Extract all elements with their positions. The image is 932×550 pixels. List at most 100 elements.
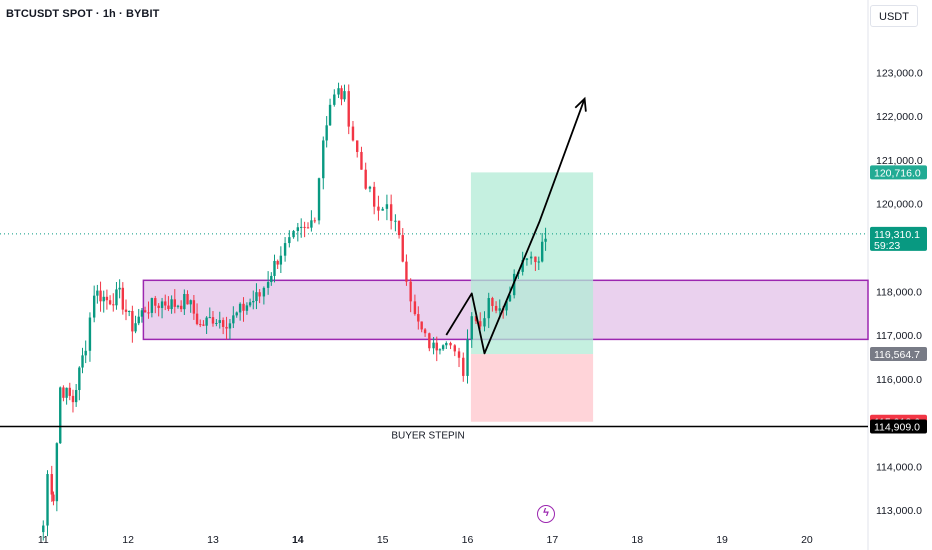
projection-arrowhead [574, 96, 587, 112]
y-tick-label: 118,000.0 [876, 286, 922, 298]
long-position-loss-zone [470, 354, 594, 422]
candle-body [328, 104, 332, 126]
candle-body [413, 301, 417, 315]
candle-body [337, 88, 340, 95]
candle-body [62, 387, 65, 398]
candle-body [242, 303, 245, 311]
price-badge [870, 226, 927, 251]
candle-body [372, 186, 376, 207]
price-badge [870, 165, 927, 180]
candle-body [389, 204, 393, 221]
candle-body [356, 140, 359, 152]
candle-body [457, 351, 461, 358]
candle-body [150, 298, 154, 313]
candle-body [534, 256, 537, 263]
candle-body [544, 238, 547, 242]
candle-body [88, 317, 92, 351]
candle-body [340, 88, 343, 100]
candle-body [78, 367, 81, 391]
candle-body [215, 322, 218, 324]
x-tick-label: 20 [801, 534, 813, 546]
candle-body [347, 91, 350, 127]
price-badge-label: 114,909.0 [874, 422, 920, 434]
candle-body [84, 350, 87, 356]
candle-body [124, 309, 128, 312]
symbol-title: BTCUSDT SPOT · 1h · BYBIT [6, 8, 160, 20]
candle-body [401, 235, 404, 262]
candle-body [245, 305, 249, 311]
candle-body [487, 298, 490, 319]
candle-body [470, 316, 473, 340]
candle-body [360, 151, 363, 170]
x-tick-label: 16 [462, 534, 474, 546]
candle-body [208, 317, 211, 319]
candle-body [252, 301, 255, 303]
candle-body [205, 317, 208, 326]
candle-body [273, 260, 276, 276]
candle-body [115, 289, 118, 306]
candle-body [96, 290, 99, 296]
candle-body [521, 260, 524, 272]
candle-body [262, 287, 266, 297]
lightning-icon[interactable]: ϟ [537, 505, 555, 523]
candle-body [313, 220, 316, 222]
x-tick-label: 12 [122, 534, 134, 546]
candle-body [202, 324, 205, 326]
candle-body [377, 206, 380, 211]
candle-body [540, 241, 544, 262]
candle-body [432, 342, 435, 349]
candle-body [134, 323, 137, 332]
candle-body [170, 299, 173, 310]
candle-body [127, 311, 131, 313]
candle-body [423, 329, 427, 334]
long-position-profit-zone [470, 172, 594, 355]
candle-body [131, 311, 134, 332]
currency-selector-button[interactable]: USDT [870, 5, 918, 27]
x-tick-label: 11 [38, 534, 49, 546]
x-tick-label: 13 [207, 534, 219, 546]
candle-body [529, 256, 533, 259]
candle-body [160, 301, 164, 308]
y-tick-label: 117,000.0 [876, 330, 922, 342]
price-badge [870, 419, 927, 434]
candle-body [228, 323, 232, 329]
candle-body [325, 125, 328, 141]
candle-body [479, 321, 482, 327]
candle-body [81, 355, 84, 368]
candle-body [292, 230, 295, 238]
candle-body [55, 443, 59, 502]
candle-body [167, 305, 170, 310]
candle-body [189, 300, 192, 305]
candle-body [537, 261, 540, 263]
y-tick-label: 120,000.0 [876, 199, 923, 211]
candle-body [385, 204, 389, 209]
price-badge-label: 120,716.0 [874, 167, 921, 179]
candle-body [498, 308, 501, 311]
candle-body [50, 474, 53, 495]
candle-body [343, 91, 346, 100]
candle-body [99, 290, 102, 302]
candle-body [192, 300, 196, 314]
buyer-stepin-label: BUYER STEPIN [391, 431, 464, 442]
candle-body [143, 310, 147, 313]
price-badge-label: 119,310.1 [874, 229, 920, 241]
candle-body [288, 237, 291, 244]
candle-body [494, 305, 498, 311]
candle-body [46, 474, 49, 526]
candle-body [296, 227, 300, 231]
y-tick-label: 122,000.0 [876, 111, 923, 123]
candle-body [108, 300, 112, 305]
candle-body [525, 258, 529, 261]
candle-body [121, 287, 125, 310]
candle-body [65, 387, 68, 398]
candle-body [147, 312, 150, 314]
x-tick-label: 19 [716, 534, 728, 546]
x-tick-label: 15 [377, 534, 389, 546]
candle-body [173, 299, 176, 307]
candle-body [232, 315, 235, 324]
candle-body [270, 275, 273, 283]
candle-body [397, 220, 401, 236]
candle-body [445, 342, 448, 346]
